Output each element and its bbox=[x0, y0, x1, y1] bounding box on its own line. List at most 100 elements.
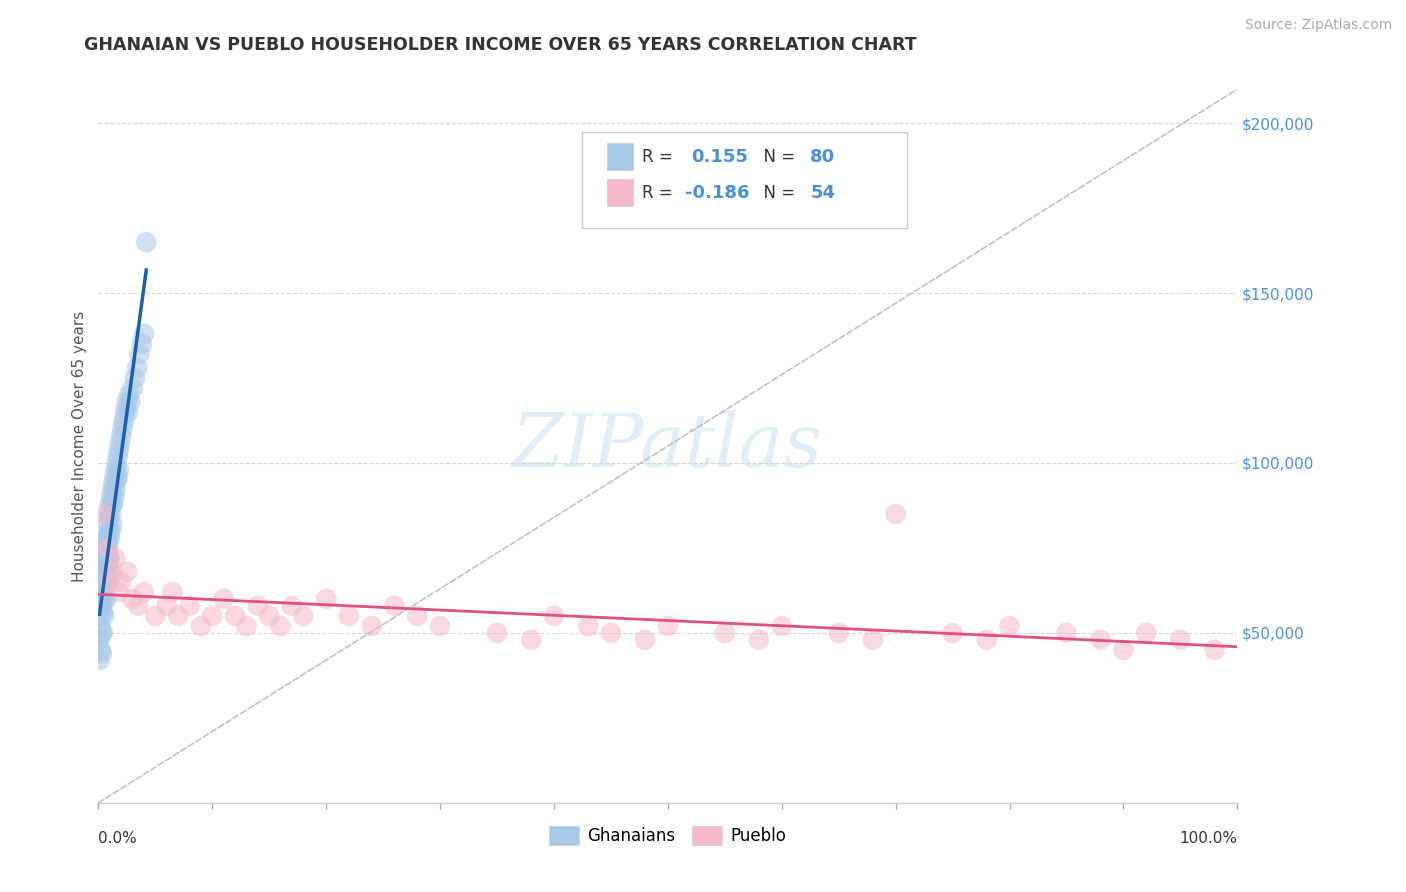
Point bbox=[98, 574, 121, 589]
Point bbox=[96, 591, 118, 606]
Point bbox=[315, 591, 337, 606]
Point bbox=[101, 517, 124, 532]
Point bbox=[96, 574, 118, 589]
Point bbox=[91, 626, 114, 640]
Point bbox=[90, 643, 112, 657]
Point bbox=[103, 469, 125, 483]
Point bbox=[98, 497, 121, 511]
Point bbox=[179, 599, 201, 613]
Text: 0.155: 0.155 bbox=[690, 148, 748, 166]
Text: 54: 54 bbox=[810, 184, 835, 202]
Point bbox=[190, 619, 212, 633]
Point bbox=[103, 490, 125, 504]
Point bbox=[94, 551, 117, 566]
Point bbox=[862, 632, 884, 647]
Point bbox=[104, 551, 127, 566]
Point bbox=[110, 574, 132, 589]
Point bbox=[634, 632, 657, 647]
Point bbox=[101, 497, 124, 511]
Point bbox=[96, 544, 118, 558]
Text: N =: N = bbox=[754, 184, 800, 202]
Point bbox=[127, 360, 149, 375]
Point bbox=[543, 608, 565, 623]
Point bbox=[105, 473, 128, 487]
Point bbox=[93, 608, 115, 623]
Point bbox=[156, 599, 179, 613]
Point bbox=[90, 599, 112, 613]
Point bbox=[91, 606, 114, 620]
Point bbox=[107, 449, 129, 463]
Point bbox=[1170, 632, 1192, 647]
Text: 100.0%: 100.0% bbox=[1180, 831, 1237, 847]
Point bbox=[212, 591, 235, 606]
Point bbox=[600, 626, 623, 640]
Point bbox=[96, 517, 118, 532]
Text: 80: 80 bbox=[810, 148, 835, 166]
Point bbox=[97, 524, 120, 538]
Point bbox=[135, 235, 157, 249]
Point bbox=[117, 405, 139, 419]
Point bbox=[657, 619, 679, 633]
Point bbox=[90, 626, 112, 640]
Point bbox=[96, 531, 118, 545]
Point bbox=[100, 490, 122, 504]
Point bbox=[104, 463, 127, 477]
FancyBboxPatch shape bbox=[582, 132, 907, 228]
Point bbox=[96, 541, 118, 555]
Point bbox=[1054, 626, 1078, 640]
Point bbox=[94, 565, 117, 579]
Point bbox=[96, 531, 118, 545]
Point bbox=[162, 585, 184, 599]
Point bbox=[270, 619, 292, 633]
Point bbox=[104, 483, 127, 498]
Point bbox=[714, 626, 737, 640]
Point bbox=[108, 585, 131, 599]
Text: -0.186: -0.186 bbox=[685, 184, 749, 202]
Y-axis label: Householder Income Over 65 years: Householder Income Over 65 years bbox=[72, 310, 87, 582]
Point bbox=[96, 541, 118, 555]
Text: 0.0%: 0.0% bbox=[98, 831, 138, 847]
Point bbox=[121, 381, 143, 395]
Point bbox=[111, 422, 134, 436]
Point bbox=[406, 608, 429, 623]
Point bbox=[1135, 626, 1157, 640]
Point bbox=[100, 524, 122, 538]
Point bbox=[89, 632, 111, 647]
Point bbox=[121, 591, 143, 606]
Point bbox=[201, 608, 224, 623]
Point bbox=[942, 626, 965, 640]
Point bbox=[98, 551, 121, 566]
Point bbox=[91, 591, 114, 606]
Point bbox=[108, 463, 131, 477]
Legend: Ghanaians, Pueblo: Ghanaians, Pueblo bbox=[543, 819, 793, 852]
Point bbox=[90, 619, 112, 633]
Point bbox=[259, 608, 281, 623]
Point bbox=[97, 507, 120, 521]
Point bbox=[90, 585, 112, 599]
Text: ZIPatlas: ZIPatlas bbox=[512, 409, 824, 483]
Point bbox=[337, 608, 360, 623]
Point bbox=[115, 565, 138, 579]
Point bbox=[998, 619, 1021, 633]
Point bbox=[429, 619, 451, 633]
Point bbox=[105, 456, 128, 470]
Point bbox=[114, 401, 136, 416]
Point bbox=[90, 574, 112, 589]
Text: R =: R = bbox=[641, 184, 678, 202]
Point bbox=[281, 599, 304, 613]
Point bbox=[93, 591, 115, 606]
Point bbox=[103, 497, 125, 511]
Point bbox=[89, 608, 111, 623]
Point bbox=[128, 347, 150, 361]
Point bbox=[131, 337, 153, 351]
Point bbox=[1112, 643, 1135, 657]
Point bbox=[1090, 632, 1112, 647]
Point bbox=[90, 646, 112, 660]
Point bbox=[93, 507, 115, 521]
Point bbox=[1204, 643, 1226, 657]
FancyBboxPatch shape bbox=[607, 144, 633, 170]
Point bbox=[93, 574, 115, 589]
Point bbox=[97, 537, 120, 551]
Point bbox=[93, 558, 115, 572]
Point bbox=[93, 565, 115, 579]
